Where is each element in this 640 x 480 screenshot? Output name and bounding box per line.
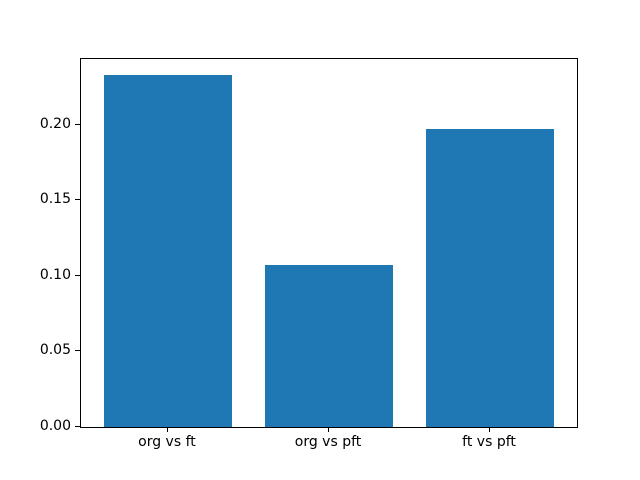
bar-ft-vs-pft bbox=[425, 129, 555, 427]
x-tick-label: org vs ft bbox=[138, 434, 196, 450]
bar-org-vs-pft bbox=[264, 265, 394, 427]
bar-org-vs-ft bbox=[103, 74, 233, 427]
y-tick-label: 0.20 bbox=[39, 115, 71, 132]
y-tick-label: 0.15 bbox=[39, 191, 71, 208]
y-tick-label: 0.10 bbox=[39, 266, 71, 283]
x-tick-label: org vs pft bbox=[294, 434, 362, 450]
plot-area bbox=[80, 58, 578, 428]
x-tick-label: ft vs pft bbox=[462, 434, 516, 450]
y-tick-label: 0.05 bbox=[39, 342, 71, 359]
bars-layer bbox=[81, 59, 577, 427]
y-tick-label: 0.00 bbox=[39, 418, 71, 434]
